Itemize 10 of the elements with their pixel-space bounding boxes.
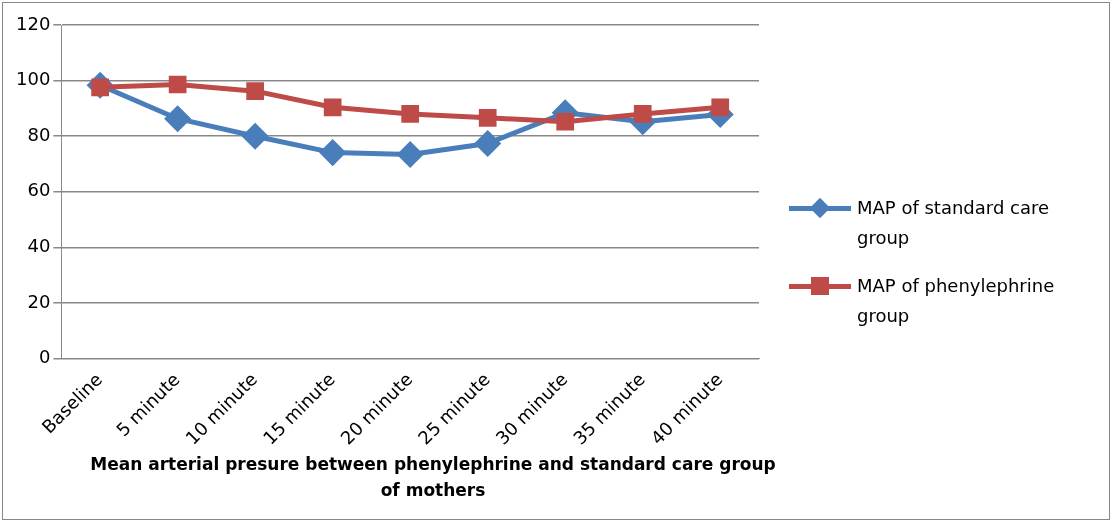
legend-label: MAP of phenylephrine group — [857, 274, 1056, 328]
y-tick-label: 60 — [27, 179, 51, 201]
legend-label: MAP of standard care group — [857, 196, 1051, 250]
y-tick-label: 120 — [16, 12, 51, 34]
y-tick-label: 80 — [27, 123, 51, 145]
x-axis-title: Mean arterial presure between phenylephrine and standard care group of mothers — [89, 453, 777, 502]
y-tick-label: 0 — [38, 346, 51, 368]
y-tick-label: 100 — [16, 68, 51, 90]
y-tick-label: 20 — [27, 290, 51, 312]
y-tick-label: 40 — [27, 235, 51, 257]
